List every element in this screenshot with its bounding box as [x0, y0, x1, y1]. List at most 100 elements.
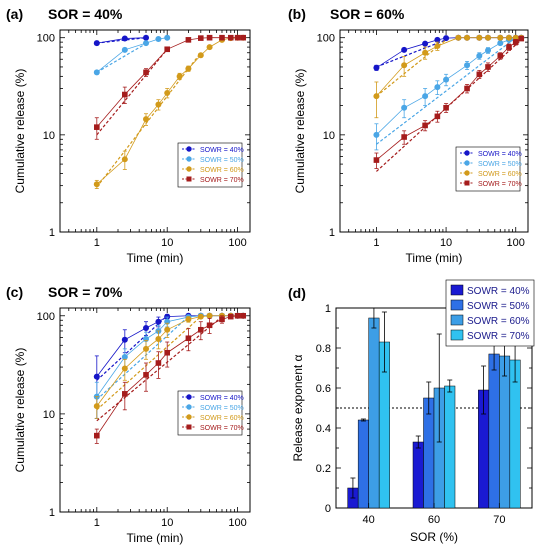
panel-title: SOR = 60%	[330, 6, 405, 22]
data-point	[93, 69, 100, 76]
legend-marker	[464, 160, 470, 166]
legend-label: SOWR = 70%	[200, 425, 244, 432]
data-point	[485, 34, 492, 41]
data-point	[464, 85, 470, 92]
y-tick-label: 100	[37, 33, 55, 45]
bar	[357, 419, 369, 509]
fit-line	[376, 39, 447, 68]
y-tick-label: 1	[49, 507, 55, 519]
data-point	[206, 44, 213, 51]
data-point	[121, 336, 128, 343]
x-tick-label: 100	[228, 237, 246, 249]
x-tick-label: 1	[94, 237, 100, 249]
panel-2: (c) SOR = 70% 1 10 100 1 10 100 Time (min) Cumula…	[6, 284, 251, 545]
panel-1: (b) SOR = 60% 1 10 100 1 10 100 Time (min) Cumula…	[288, 6, 529, 265]
data-point	[401, 134, 407, 140]
data-point	[476, 52, 483, 59]
fit-line	[96, 37, 147, 44]
x-tick-label: 60	[428, 514, 440, 526]
data-point	[506, 44, 512, 50]
fit-line	[376, 37, 517, 145]
data-point	[143, 345, 150, 352]
data-point	[93, 181, 100, 188]
series-3	[94, 34, 246, 140]
data-point	[240, 34, 246, 41]
legend-label: SOWR = 60%	[200, 167, 244, 174]
data-point	[164, 89, 171, 96]
data-point	[373, 64, 380, 71]
data-point	[185, 316, 192, 323]
panel-label: (b)	[288, 6, 306, 22]
data-point	[143, 325, 150, 332]
data-point	[373, 157, 380, 163]
data-point	[219, 316, 225, 323]
x-axis-label: Time (min)	[406, 251, 463, 265]
data-point	[485, 47, 492, 54]
data-point	[434, 113, 441, 120]
data-point	[93, 40, 100, 47]
data-point	[197, 326, 204, 333]
data-point	[185, 335, 192, 342]
legend-swatch	[450, 284, 464, 296]
y-axis-label: Cumulative release (%)	[293, 69, 307, 194]
series-line	[376, 37, 522, 136]
y-tick-label: 10	[43, 130, 55, 142]
data-point	[422, 49, 429, 56]
legend-label: SOWR = 40%	[200, 147, 244, 154]
panel-title: SOR = 70%	[48, 284, 123, 300]
data-point	[164, 349, 171, 356]
data-point	[185, 37, 192, 43]
data-point	[164, 326, 171, 333]
data-point	[464, 62, 471, 69]
legend-marker	[186, 424, 192, 430]
data-point	[219, 34, 225, 41]
y-tick-label: 0.6	[316, 383, 331, 395]
fit-line	[96, 48, 168, 136]
data-point	[176, 73, 183, 80]
data-point	[94, 432, 100, 439]
series-line	[376, 37, 522, 97]
x-tick-label: 10	[161, 517, 173, 529]
data-point	[164, 46, 171, 53]
panel-title: SOR = 40%	[48, 6, 123, 22]
data-point	[164, 34, 171, 41]
data-point	[155, 35, 162, 42]
fit-line	[96, 315, 168, 381]
data-point	[476, 71, 483, 78]
y-axis-label: Release exponent α	[291, 354, 305, 461]
series-line	[96, 315, 244, 397]
legend-label: SOWR = 60%	[478, 171, 522, 178]
data-point	[143, 34, 150, 41]
x-tick-label: 40	[363, 514, 375, 526]
data-point	[155, 318, 162, 325]
data-point	[122, 91, 128, 98]
data-point	[497, 40, 504, 47]
data-point	[185, 65, 192, 72]
data-point	[497, 34, 504, 41]
series-0	[93, 34, 150, 47]
data-point	[121, 365, 128, 372]
series-line	[96, 37, 168, 73]
y-axis-label: Cumulative release (%)	[13, 348, 27, 473]
data-point	[422, 40, 429, 47]
legend-marker	[186, 176, 192, 182]
legend-label: SOWR = 70%	[200, 177, 244, 184]
series-line	[96, 315, 244, 377]
legend-swatch	[450, 299, 464, 311]
x-axis-label: SOR (%)	[410, 530, 458, 544]
y-tick-label: 1	[49, 227, 55, 239]
legend-label: SOWR = 50%	[200, 157, 244, 164]
y-tick-label: 10	[43, 409, 55, 421]
panel-0: (a) SOR = 40% 1 10 100 1 10 100 Time (min) Cumula…	[6, 6, 251, 265]
data-point	[373, 93, 380, 100]
bar	[412, 441, 424, 509]
y-tick-label: 100	[317, 33, 335, 45]
data-point	[234, 34, 241, 41]
data-point	[121, 35, 128, 42]
legend-label: SOWR = 60%	[467, 316, 530, 327]
plot-frame	[59, 307, 251, 513]
data-point	[121, 353, 128, 360]
legend-label: SOWR = 70%	[478, 181, 522, 188]
data-point	[143, 40, 150, 47]
data-point	[434, 84, 441, 91]
